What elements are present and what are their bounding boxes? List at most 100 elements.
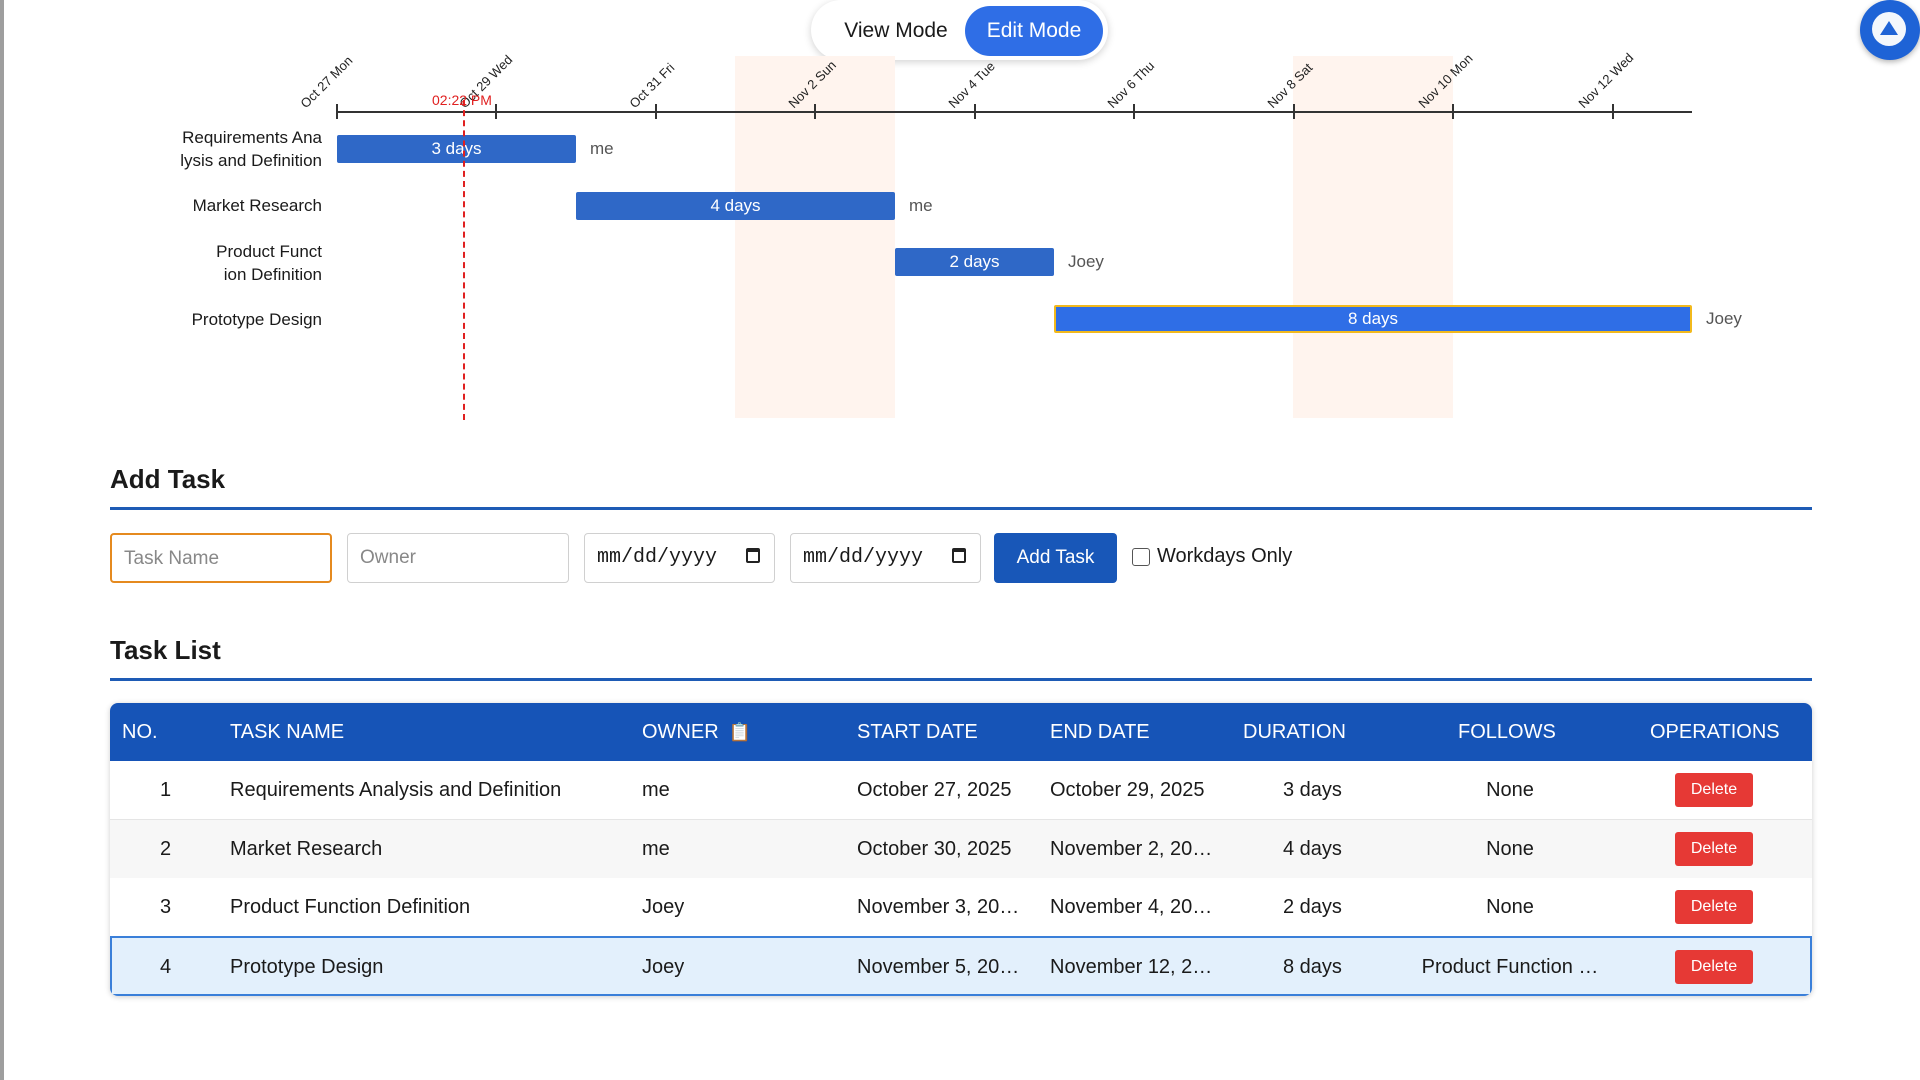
gantt-task-bar-selected[interactable]: 8 days: [1054, 305, 1692, 333]
cell-follows: Product Function …: [1421, 956, 1599, 978]
gantt-task-label-line: Requirements Ana: [182, 128, 322, 147]
gantt-task-label-line: lysis and Definition: [180, 151, 322, 170]
workdays-only-label[interactable]: Workdays Only: [1157, 545, 1293, 567]
gantt-task-label-line: Prototype Design: [191, 310, 322, 329]
timeline-tick: [655, 104, 657, 119]
today-marker-label: 02:22 PM: [432, 92, 492, 108]
cell-owner: Joey: [642, 896, 685, 918]
cell-owner: me: [642, 838, 670, 860]
gantt-bar-owner: Joey: [1706, 309, 1742, 328]
cell-start-date: November 5, 20…: [857, 956, 1020, 978]
cell-start-date: October 30, 2025: [857, 838, 1012, 860]
scroll-top-button[interactable]: [1860, 0, 1920, 60]
cell-follows: None: [1486, 838, 1534, 860]
gantt-task-label-line: ion Definition: [223, 265, 322, 284]
column-header-owner[interactable]: OWNER 📋: [642, 703, 751, 761]
owner-input[interactable]: Owner: [347, 533, 569, 583]
cell-start-date: November 3, 20…: [857, 896, 1020, 918]
gantt-bar-owner: me: [909, 196, 933, 215]
cell-task-name: Product Function Definition: [230, 896, 471, 918]
timeline-tick: [974, 104, 976, 119]
owner-header-label: OWNER: [642, 721, 719, 743]
section-divider: [110, 678, 1812, 681]
gantt-task-label: Market Research: [82, 194, 322, 217]
cell-task-name: Market Research: [230, 838, 383, 860]
delete-button[interactable]: Delete: [1675, 832, 1753, 866]
start-date-placeholder: mm/dd/yyyy: [597, 546, 718, 569]
task-name-input[interactable]: Task Name: [110, 533, 332, 583]
column-header-follows[interactable]: FOLLOWS: [1458, 721, 1556, 743]
end-date-input[interactable]: mm/dd/yyyy: [790, 533, 981, 583]
cell-no: 2: [160, 838, 172, 860]
gantt-task-label-line: Product Funct: [216, 242, 322, 261]
gantt-chart: Oct 27 Mon Oct 29 Wed Oct 31 Fri Nov 2 S…: [0, 0, 1920, 430]
gantt-task-bar[interactable]: 3 days: [337, 135, 576, 163]
cell-owner: Joey: [642, 956, 685, 978]
gantt-bar-owner: Joey: [1068, 252, 1104, 271]
table-row[interactable]: 2 Market Research me October 30, 2025 No…: [110, 820, 1812, 879]
cell-no: 3: [160, 896, 172, 918]
column-header-duration[interactable]: DURATION: [1243, 721, 1346, 743]
cell-end-date: November 4, 20…: [1050, 896, 1213, 918]
cell-follows: None: [1486, 779, 1534, 801]
cell-no: 4: [160, 956, 172, 978]
cell-end-date: November 12, 2…: [1050, 956, 1213, 978]
column-header-start-date[interactable]: START DATE: [857, 721, 978, 743]
delete-button[interactable]: Delete: [1675, 773, 1753, 807]
column-header-operations: OPERATIONS: [1650, 721, 1780, 743]
gantt-task-bar[interactable]: 4 days: [576, 192, 895, 220]
timeline-tick: [1293, 104, 1295, 119]
timeline-date-label: Nov 6 Thu: [1104, 58, 1158, 111]
gantt-task-bar[interactable]: 2 days: [895, 248, 1054, 276]
table-row-selected[interactable]: 4 Prototype Design Joey November 5, 20… …: [110, 936, 1812, 996]
end-date-placeholder: mm/dd/yyyy: [803, 546, 924, 569]
timeline-tick: [1452, 104, 1454, 119]
cell-end-date: November 2, 20…: [1050, 838, 1213, 860]
start-date-input[interactable]: mm/dd/yyyy: [584, 533, 775, 583]
edit-mode-button[interactable]: Edit Mode: [965, 6, 1103, 56]
timeline-tick: [814, 104, 816, 119]
task-list-heading: Task List: [110, 635, 221, 665]
timeline-tick: [495, 104, 497, 119]
cell-duration: 2 days: [1283, 896, 1342, 918]
gantt-task-label: Prototype Design: [82, 308, 322, 331]
table-header: NO. TASK NAME OWNER 📋 START DATE END DATE…: [110, 703, 1812, 761]
calendar-icon[interactable]: [952, 548, 966, 563]
column-header-task-name[interactable]: TASK NAME: [230, 721, 345, 743]
today-marker-line: [463, 100, 465, 420]
arrow-up-icon: [1872, 12, 1906, 46]
timeline-tick: [1612, 104, 1614, 119]
timeline-date-label: Nov 12 Wed: [1575, 49, 1637, 111]
cell-start-date: October 27, 2025: [857, 779, 1012, 801]
gantt-task-label: Product Funct ion Definition: [82, 240, 322, 286]
cell-task-name: Requirements Analysis and Definition: [230, 779, 562, 801]
delete-button[interactable]: Delete: [1675, 950, 1753, 984]
add-task-button[interactable]: Add Task: [994, 533, 1117, 583]
view-mode-button[interactable]: View Mode: [844, 19, 948, 42]
table-row[interactable]: 1 Requirements Analysis and Definition m…: [110, 761, 1812, 820]
column-header-no[interactable]: NO.: [122, 721, 158, 743]
table-row[interactable]: 3 Product Function Definition Joey Novem…: [110, 878, 1812, 937]
workdays-only-checkbox[interactable]: [1132, 548, 1150, 566]
delete-button[interactable]: Delete: [1675, 890, 1753, 924]
timeline-tick: [336, 104, 338, 119]
cell-owner: me: [642, 779, 670, 801]
weekend-band: [1293, 56, 1453, 418]
calendar-icon[interactable]: [746, 548, 760, 563]
column-header-end-date[interactable]: END DATE: [1050, 721, 1150, 743]
timeline-tick: [1133, 104, 1135, 119]
gantt-bar-owner: me: [590, 139, 614, 158]
cell-duration: 8 days: [1283, 956, 1342, 978]
cell-no: 1: [160, 779, 172, 801]
timeline-axis: [336, 111, 1692, 113]
gantt-task-label-line: Market Research: [192, 196, 322, 215]
cell-duration: 3 days: [1283, 779, 1342, 801]
cell-task-name: Prototype Design: [230, 956, 384, 978]
timeline-date-label: Oct 27 Mon: [297, 52, 356, 111]
clipboard-icon[interactable]: 📋: [728, 722, 752, 742]
window-left-edge: [0, 0, 4, 1080]
mode-toggle: View Mode Edit Mode: [811, 0, 1108, 60]
cell-follows: None: [1486, 896, 1534, 918]
section-divider: [110, 507, 1812, 510]
add-task-heading: Add Task: [110, 464, 226, 494]
